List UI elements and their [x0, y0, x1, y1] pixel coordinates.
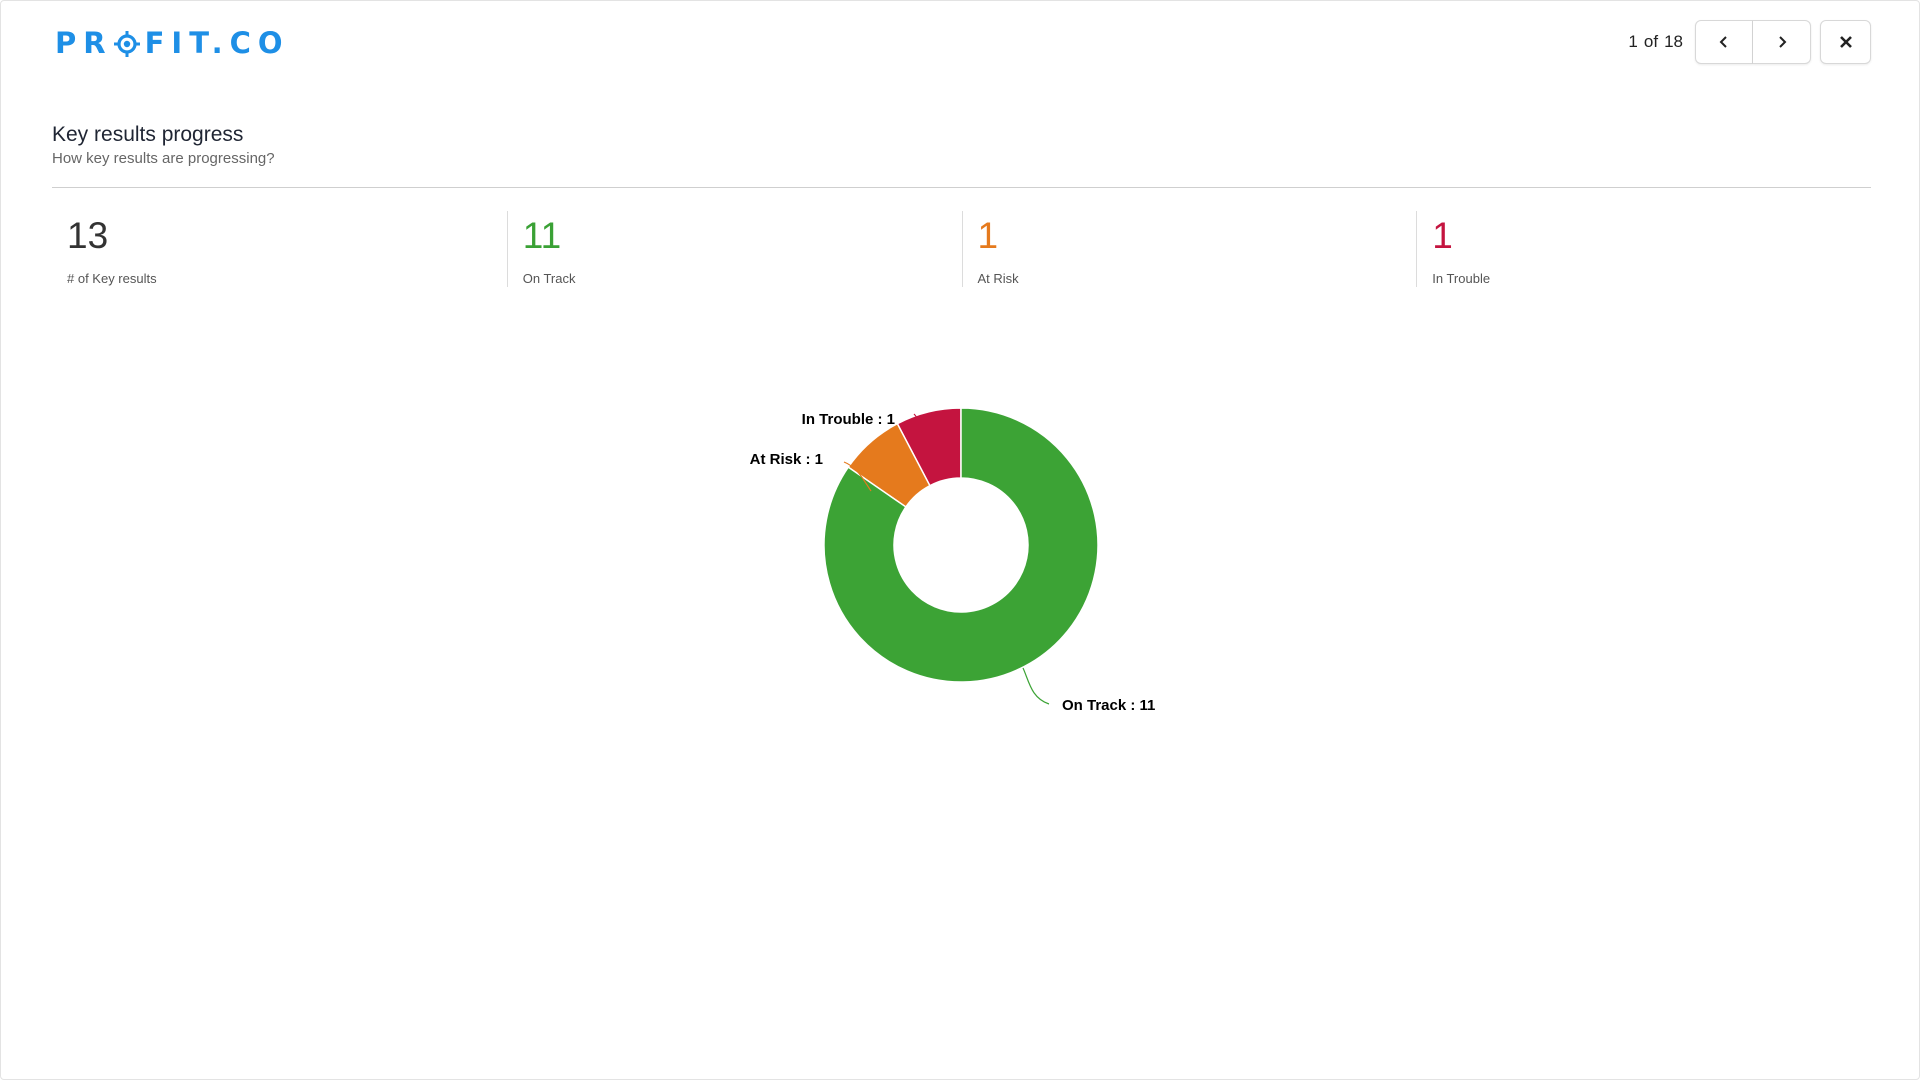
next-button[interactable]	[1753, 20, 1811, 64]
logo-text-left: PR	[55, 26, 113, 60]
divider	[52, 187, 1871, 188]
close-button[interactable]	[1820, 20, 1871, 64]
stat-label: # of Key results	[67, 271, 157, 286]
pager: 1 of 18	[1628, 20, 1871, 64]
label-connector-at-risk	[843, 461, 872, 492]
stat-total-key-results: 13 # of Key results	[52, 211, 507, 287]
pager-nav	[1695, 20, 1811, 64]
stat-value: 1	[1432, 215, 1453, 256]
section-subtitle: How key results are progressing?	[52, 150, 275, 167]
close-icon	[1839, 36, 1852, 48]
data-label-in-trouble: In Trouble : 1	[802, 411, 895, 428]
stat-value: 13	[67, 215, 109, 256]
stat-on-track: 11 On Track	[506, 211, 962, 287]
label-connector-in-trouble	[913, 413, 929, 448]
stat-value: 1	[977, 215, 999, 256]
logo-text-right: FIT.CO	[144, 26, 290, 60]
page-current: 1	[1628, 32, 1638, 51]
stat-label: At Risk	[977, 271, 1019, 286]
label-connector-on-track	[1022, 667, 1050, 705]
chevron-left-icon	[1719, 36, 1727, 48]
stat-value: 11	[522, 215, 562, 256]
section-title: Key results progress	[52, 123, 244, 146]
profit-co-logo: PR FIT.CO	[55, 26, 290, 60]
target-icon	[113, 30, 140, 57]
page-indicator: 1 of 18	[1628, 32, 1683, 52]
page-total: 18	[1664, 32, 1683, 51]
data-label-on-track: On Track : 11	[1062, 697, 1155, 714]
donut-chart-svg: In Trouble : 1 At Risk : 1 On Track : 11	[750, 407, 1155, 714]
key-results-donut-chart: In Trouble : 1 At Risk : 1 On Track : 11	[701, 341, 1221, 741]
slice-at-risk[interactable]	[847, 422, 931, 508]
stat-in-trouble: 1 In Trouble	[1416, 211, 1871, 287]
stat-at-risk: 1 At Risk	[961, 211, 1417, 287]
stats-row: 13 # of Key results 11 On Track 1 At Ris…	[52, 211, 1871, 287]
chevron-right-icon	[1778, 36, 1786, 48]
data-label-at-risk: At Risk : 1	[750, 451, 823, 468]
previous-button[interactable]	[1695, 20, 1753, 64]
stat-label: In Trouble	[1432, 271, 1491, 286]
page-of-label: of	[1643, 32, 1659, 51]
stat-label: On Track	[522, 271, 576, 286]
slice-on-track[interactable]	[823, 407, 1099, 683]
